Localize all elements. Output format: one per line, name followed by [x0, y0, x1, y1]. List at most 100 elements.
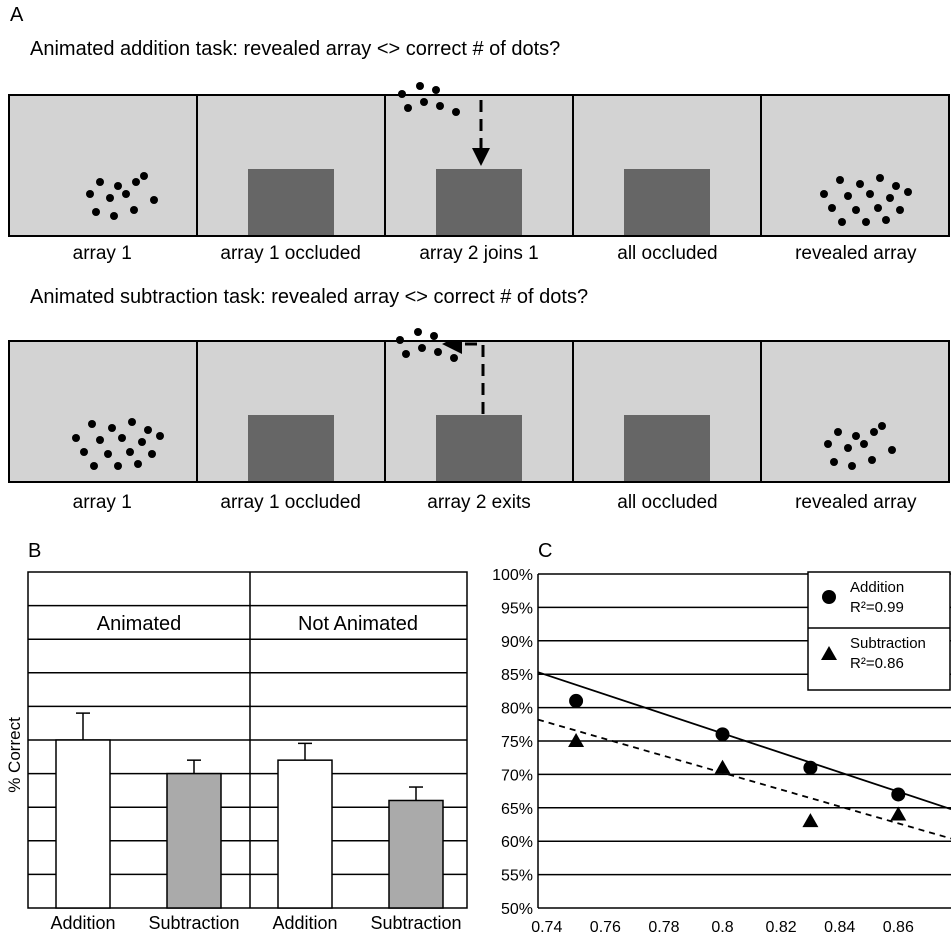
- panel-a-label: A: [10, 4, 24, 26]
- addition-point: [803, 760, 818, 775]
- dot: [132, 178, 140, 186]
- y-tick-label: 80%: [501, 701, 533, 718]
- bar: [277, 759, 333, 909]
- dot: [128, 418, 136, 426]
- addition-captions: array 1 array 1 occluded array 2 joins 1…: [8, 243, 950, 265]
- dot: [848, 462, 856, 470]
- addition-frame-2: [198, 96, 386, 235]
- y-tick-label: 65%: [501, 801, 533, 818]
- dot: [108, 424, 116, 432]
- scatter-chart: 50%55%60%65%70%75%80%85%90%95%100% 0.74 0…: [492, 567, 951, 936]
- x-tick-label: 0.8: [711, 919, 733, 936]
- data-points: [568, 693, 907, 828]
- dot: [134, 460, 142, 468]
- group-label-not-animated: Not Animated: [298, 613, 418, 635]
- subtraction-frame-strip: [8, 328, 950, 483]
- y-axis-label: % Correct: [5, 717, 24, 793]
- subtraction-trend-line: [537, 718, 951, 840]
- legend-addition-r2: R²=0.99: [850, 599, 904, 616]
- dot: [824, 440, 832, 448]
- addition-point: [715, 727, 730, 742]
- dot: [130, 206, 138, 214]
- addition-frame-4: [574, 96, 762, 235]
- dot: [416, 82, 424, 90]
- dot: [418, 344, 426, 352]
- frame-caption: array 2 exits: [427, 492, 531, 513]
- join-arrow: [472, 96, 490, 166]
- dot: [820, 190, 828, 198]
- dot: [896, 206, 904, 214]
- dot: [844, 192, 852, 200]
- y-tick-label: 75%: [501, 734, 533, 751]
- dot: [828, 204, 836, 212]
- dot: [398, 90, 406, 98]
- x-tick-label: 0.74: [531, 919, 562, 936]
- x-tick-label: 0.84: [824, 919, 855, 936]
- occluder-box: [248, 415, 334, 481]
- subtraction-frame-3: [386, 328, 574, 481]
- dot: [80, 448, 88, 456]
- subtraction-task-title: Animated subtraction task: revealed arra…: [30, 286, 589, 308]
- x-tick-label: Addition: [272, 913, 337, 933]
- dot: [862, 218, 870, 226]
- subtraction-point: [568, 733, 585, 747]
- addition-frame-strip: [8, 82, 950, 237]
- frame-caption: array 2 joins 1: [419, 243, 539, 264]
- legend-circle-marker: [822, 590, 836, 604]
- x-tick-labels: Addition Subtraction Addition Subtraction: [50, 913, 461, 933]
- occluder-box: [436, 415, 522, 481]
- dot: [118, 434, 126, 442]
- frame-caption: array 1: [72, 492, 132, 513]
- dot: [156, 432, 164, 440]
- occluder-box: [624, 169, 710, 235]
- y-tick-label: 85%: [501, 667, 533, 684]
- exit-arrow: [442, 342, 485, 414]
- dot: [138, 438, 146, 446]
- panel-b-label: B: [28, 540, 42, 562]
- dot: [402, 350, 410, 358]
- legend-subtraction-name: Subtraction: [850, 635, 926, 652]
- dot: [396, 336, 404, 344]
- occluder-box: [436, 169, 522, 235]
- frame-caption: array 1 occluded: [220, 243, 361, 264]
- y-tick-label: 55%: [501, 868, 533, 885]
- dot: [450, 354, 458, 362]
- subtraction-captions: array 1 array 1 occluded array 2 exits a…: [8, 492, 950, 514]
- dot: [874, 204, 882, 212]
- dot: [144, 426, 152, 434]
- y-tick-label: 100%: [492, 567, 533, 584]
- frame-caption: array 1: [72, 243, 132, 264]
- subtraction-point: [802, 813, 819, 828]
- frame-caption: all occluded: [617, 243, 718, 264]
- y-tick-label: 70%: [501, 767, 533, 784]
- x-tick-label: Addition: [50, 913, 115, 933]
- dot: [436, 102, 444, 110]
- dot: [852, 432, 860, 440]
- dot: [852, 206, 860, 214]
- bar: [166, 772, 222, 909]
- dot: [430, 332, 438, 340]
- dot: [860, 440, 868, 448]
- dot: [886, 194, 894, 202]
- bar: [388, 799, 444, 909]
- dot: [104, 450, 112, 458]
- addition-frame-1: [10, 96, 198, 235]
- y-tick-label: 90%: [501, 634, 533, 651]
- subtraction-point: [890, 806, 907, 821]
- addition-point: [569, 693, 584, 708]
- dot: [904, 188, 912, 196]
- dot: [866, 190, 874, 198]
- dot: [434, 348, 442, 356]
- dot: [404, 104, 412, 112]
- dot: [838, 218, 846, 226]
- x-tick-label: 0.86: [883, 919, 914, 936]
- panel-c-label: C: [538, 540, 553, 562]
- subtraction-frame-2: [198, 342, 386, 481]
- addition-frame-3: [386, 82, 574, 235]
- x-tick-label: 0.76: [590, 919, 621, 936]
- addition-point: [891, 787, 906, 802]
- dot: [114, 182, 122, 190]
- addition-task-title: Animated addition task: revealed array <…: [30, 38, 561, 60]
- trend-lines: [537, 671, 951, 840]
- y-tick-label: 60%: [501, 834, 533, 851]
